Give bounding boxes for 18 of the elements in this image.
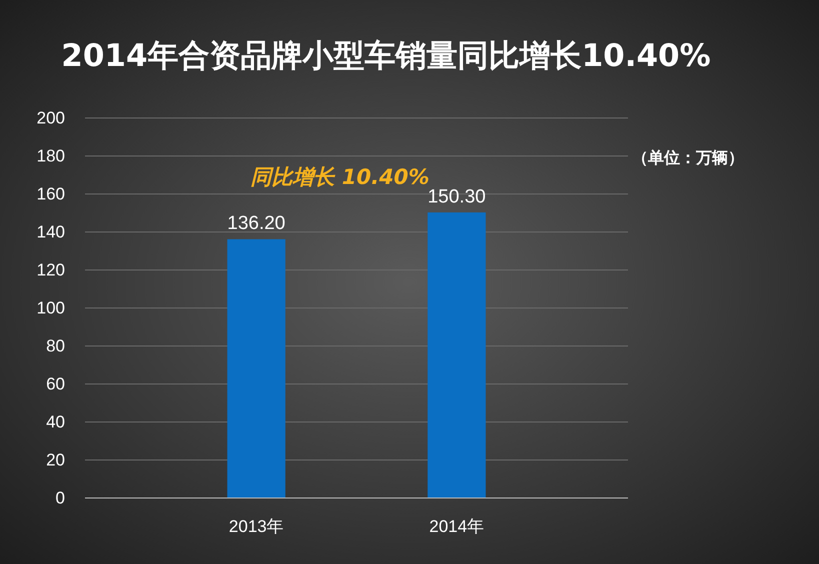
- data-label: 136.20: [227, 213, 286, 234]
- text: （单位：万辆）: [632, 148, 744, 167]
- x-tick-label: 2014年: [429, 517, 484, 536]
- y-tick-label: 80: [46, 336, 65, 356]
- y-tick-label: 20: [46, 450, 65, 470]
- x-tick-label: 2013年: [228, 517, 284, 536]
- y-tick-label: 160: [36, 184, 65, 204]
- y-tick-label: 140: [36, 222, 65, 242]
- data-label: 150.30: [428, 186, 486, 208]
- y-tick-label: 120: [36, 260, 65, 280]
- y-tick-label: 60: [46, 374, 65, 394]
- chart-title: 2014年合资品牌小型车销量同比增长10.40%: [61, 38, 711, 74]
- y-tick-label: 0: [56, 488, 65, 508]
- annotation: 同比增长 10.40%: [250, 165, 430, 189]
- y-tick-label: 180: [36, 146, 65, 166]
- y-tick-label: 200: [36, 108, 65, 128]
- y-tick-label: 100: [36, 298, 65, 318]
- y-tick-label: 40: [46, 412, 65, 432]
